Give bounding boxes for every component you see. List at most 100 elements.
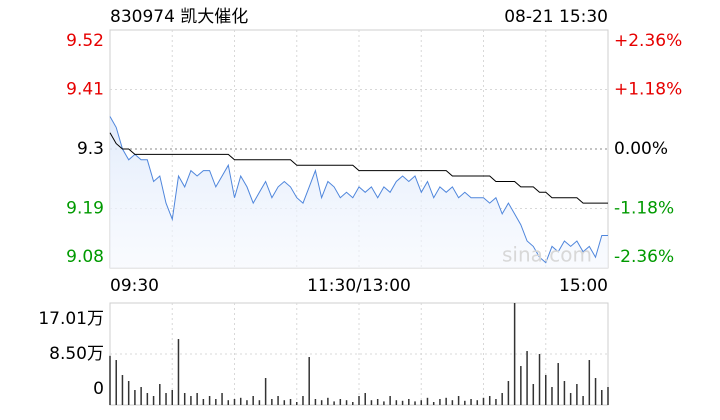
volume-bar (208, 396, 211, 405)
volume-bar (127, 381, 130, 405)
volume-bar (134, 390, 136, 405)
volume-bar (121, 375, 124, 405)
volume-bar (507, 381, 510, 405)
volume-bar (308, 357, 310, 405)
price-area (110, 116, 608, 268)
y2-tick-label: +2.36% (614, 31, 682, 51)
volume-bar (426, 397, 429, 405)
volume-bar (159, 384, 161, 405)
volume-bar (420, 400, 422, 405)
volume-bar (339, 399, 342, 405)
volume-bar (320, 400, 323, 405)
volume-bar (358, 396, 360, 405)
volume-bar (171, 390, 173, 405)
volume-bar (389, 396, 391, 405)
y2-tick-label: +1.18% (614, 80, 682, 100)
y-tick-label: 9.41 (66, 80, 104, 100)
volume-bar (140, 387, 142, 405)
volume-bar (165, 393, 167, 405)
volume-bar (196, 393, 198, 405)
y2-tick-label: -2.36% (614, 247, 674, 267)
y2-tick-label: 0.00% (614, 139, 668, 159)
volume-bar (258, 400, 261, 405)
volume-bar (482, 397, 485, 405)
volume-bar (395, 400, 398, 405)
volume-bar (215, 399, 217, 405)
volume-bar (526, 351, 528, 405)
volume-bar (513, 303, 516, 405)
volume-bar (594, 378, 597, 405)
volume-bar (246, 400, 248, 405)
volume-bar (264, 378, 267, 405)
volume-bar (588, 360, 591, 405)
volume-bar (364, 393, 366, 405)
volume-bar (289, 399, 292, 405)
y-tick-label: 9.19 (66, 199, 104, 219)
volume-bar (576, 384, 578, 405)
volume-bar (152, 396, 155, 405)
volume-bar (370, 400, 373, 405)
chart-datetime: 08-21 15:30 (504, 7, 608, 27)
volume-bar (470, 399, 472, 405)
volume-bar (557, 363, 559, 405)
volume-bar (333, 401, 335, 405)
volume-bar (476, 400, 479, 405)
volume-bar (221, 393, 223, 405)
volume-bar (520, 366, 522, 405)
volume-bar (352, 402, 354, 405)
volume-bar (190, 396, 192, 405)
volume-bar (545, 375, 547, 405)
watermark: sina.com (502, 243, 592, 267)
volume-bar (439, 399, 441, 405)
volume-bar (233, 399, 236, 405)
volume-bar (501, 393, 503, 405)
volume-bar (183, 393, 186, 405)
volume-bar (495, 399, 497, 405)
volume-bar (451, 400, 454, 405)
volume-bar (414, 401, 416, 405)
volume-bar (488, 396, 491, 405)
volume-bar (327, 397, 329, 405)
y-tick-label: 17.01万 (38, 309, 104, 329)
volume-bar (569, 393, 572, 405)
volume-bar (607, 387, 609, 405)
volume-bar (551, 387, 553, 405)
volume-bar (202, 399, 205, 405)
y-tick-label: 8.50万 (49, 344, 104, 364)
average-line (109, 132, 608, 204)
price-line (109, 116, 608, 264)
volume-bar (146, 393, 149, 405)
volume-bar (532, 384, 535, 405)
volume-bar (601, 390, 603, 405)
volume-bar (271, 399, 273, 405)
volume-bar (408, 399, 410, 405)
volume-bar (457, 396, 460, 405)
y-tick-label: 9.3 (77, 139, 104, 159)
volume-bar (538, 354, 541, 405)
volume-bar (464, 400, 466, 405)
y-tick-label: 9.08 (66, 247, 104, 267)
volume-bar (277, 396, 279, 405)
volume-bar (239, 397, 242, 405)
volume-bar (109, 355, 111, 405)
volume-bar (296, 402, 298, 405)
volume-bar (445, 397, 447, 405)
volume-bar (227, 400, 230, 405)
x-tick-label: 15:00 (559, 276, 608, 296)
volume-bar (177, 339, 180, 405)
volume-bar (432, 402, 435, 405)
volume-bar (115, 360, 117, 405)
volume-bar (376, 399, 379, 405)
x-tick-label: 11:30/13:00 (307, 276, 411, 296)
volume-bar (252, 396, 254, 405)
x-tick-label: 09:30 (110, 276, 159, 296)
volume-bar (582, 396, 584, 405)
y2-tick-label: -1.18% (614, 199, 674, 219)
chart-title: 830974 凯大催化 (110, 7, 248, 27)
volume-bar (302, 396, 304, 405)
volume-bar (314, 399, 317, 405)
y-tick-label: 0 (93, 379, 104, 399)
volume-bar (383, 401, 385, 405)
volume-bar (401, 400, 404, 405)
